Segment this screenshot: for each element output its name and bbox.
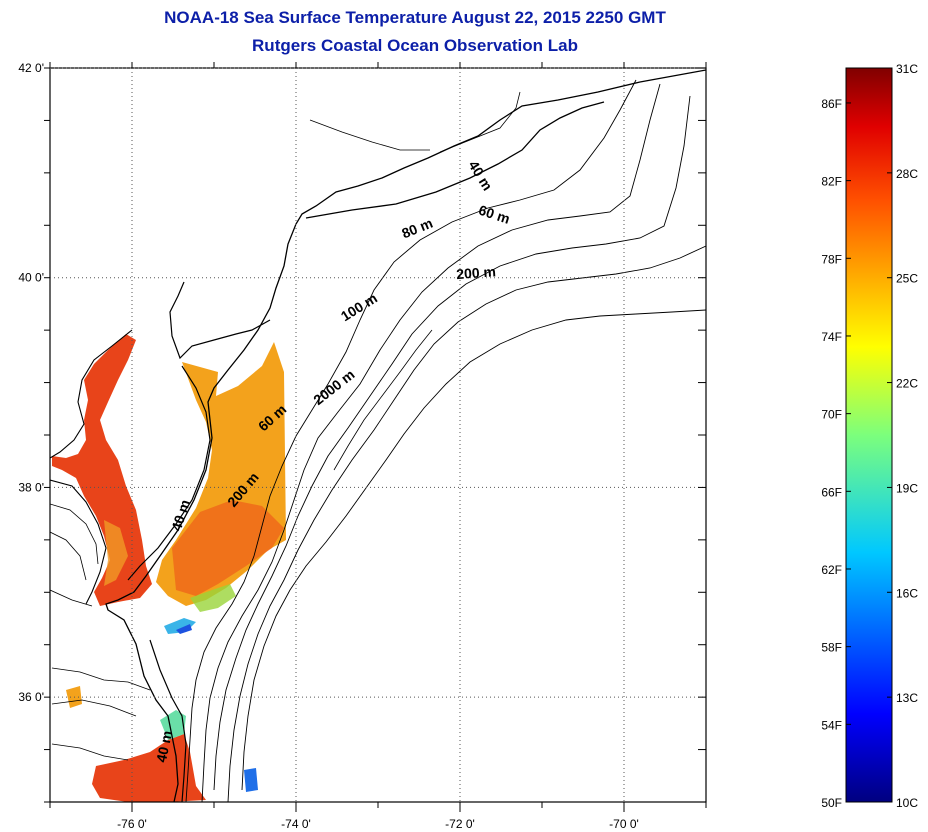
coastline [50,479,107,605]
river [309,119,430,151]
isobath-label: 40 m [153,729,175,764]
coastline [105,69,706,802]
sst-pamlico [244,768,258,792]
lat-tick-label: 42 0' [18,61,44,75]
sst-pamlico [160,710,186,740]
river [51,699,137,717]
river [51,667,151,691]
isobath-label: 2000 m [310,366,357,408]
sst-chesapeake [52,334,152,606]
fahrenheit-label: 86F [821,97,842,111]
colorbar [845,67,893,803]
plot-frame [49,67,707,803]
map-title: NOAA-18 Sea Surface Temperature August 2… [164,8,666,27]
isobath-label: 80 m [399,215,435,242]
celsius-label: 22C [896,377,918,391]
isobath-label: 100 m [338,290,380,325]
coastline [305,101,605,219]
celsius-label: 10C [896,796,918,810]
celsius-label: 31C [896,62,918,76]
isobath-label: 40 m [465,158,495,194]
isobath-line [241,309,706,791]
lat-tick-label: 40 0' [18,271,44,285]
celsius-label: 19C [896,481,918,495]
isobath-label: 60 m [477,202,512,227]
sst-pamlico [92,734,206,802]
fahrenheit-label: 70F [821,408,842,422]
fahrenheit-label: 50F [821,796,842,810]
sst-chesapeake [104,520,128,586]
celsius-label: 28C [896,167,918,181]
fahrenheit-label: 58F [821,641,842,655]
lat-tick-label: 38 0' [18,480,44,494]
map-subtitle: Rutgers Coastal Ocean Observation Lab [252,36,578,55]
fahrenheit-label: 54F [821,718,842,732]
lon-tick-label: -76 0' [117,817,147,831]
coastline [50,329,133,459]
coastline [149,639,187,802]
isobath-line [213,95,691,791]
isobath-line [185,79,637,802]
sst-cool-patch [176,624,192,634]
lat-tick-label: 36 0' [18,690,44,704]
river [51,743,129,761]
graticule [50,67,706,802]
isobath-label: 200 m [456,263,497,282]
fahrenheit-label: 78F [821,252,842,266]
colorbar-ticks: 31C 28C 25C 22C 19C 16C 13C 10C 86F 82F 78F 74F 70F 6… [821,62,918,810]
river [50,589,93,607]
celsius-label: 13C [896,691,918,705]
fahrenheit-label: 82F [821,175,842,189]
fahrenheit-label: 62F [821,563,842,577]
river [50,531,87,581]
lon-tick-label: -74 0' [281,817,311,831]
fahrenheit-label: 74F [821,330,842,344]
fahrenheit-label: 66F [821,485,842,499]
sst-warm-patch [172,500,284,596]
isobath-line [227,245,706,802]
river [439,91,521,153]
celsius-label: 16C [896,586,918,600]
celsius-label: 25C [896,272,918,286]
isobath-line [333,329,433,471]
river [50,503,99,565]
sst-cool-patch [190,584,236,612]
lon-tick-label: -70 0' [609,817,639,831]
axis-ticks: -76 0' -74 0' -72 0' -70 0' 42 0' 40 0' 38 0' 3… [18,61,707,831]
isobath-line [201,83,661,802]
lon-tick-label: -72 0' [445,817,475,831]
coastline [127,365,211,581]
coastline [169,281,271,360]
